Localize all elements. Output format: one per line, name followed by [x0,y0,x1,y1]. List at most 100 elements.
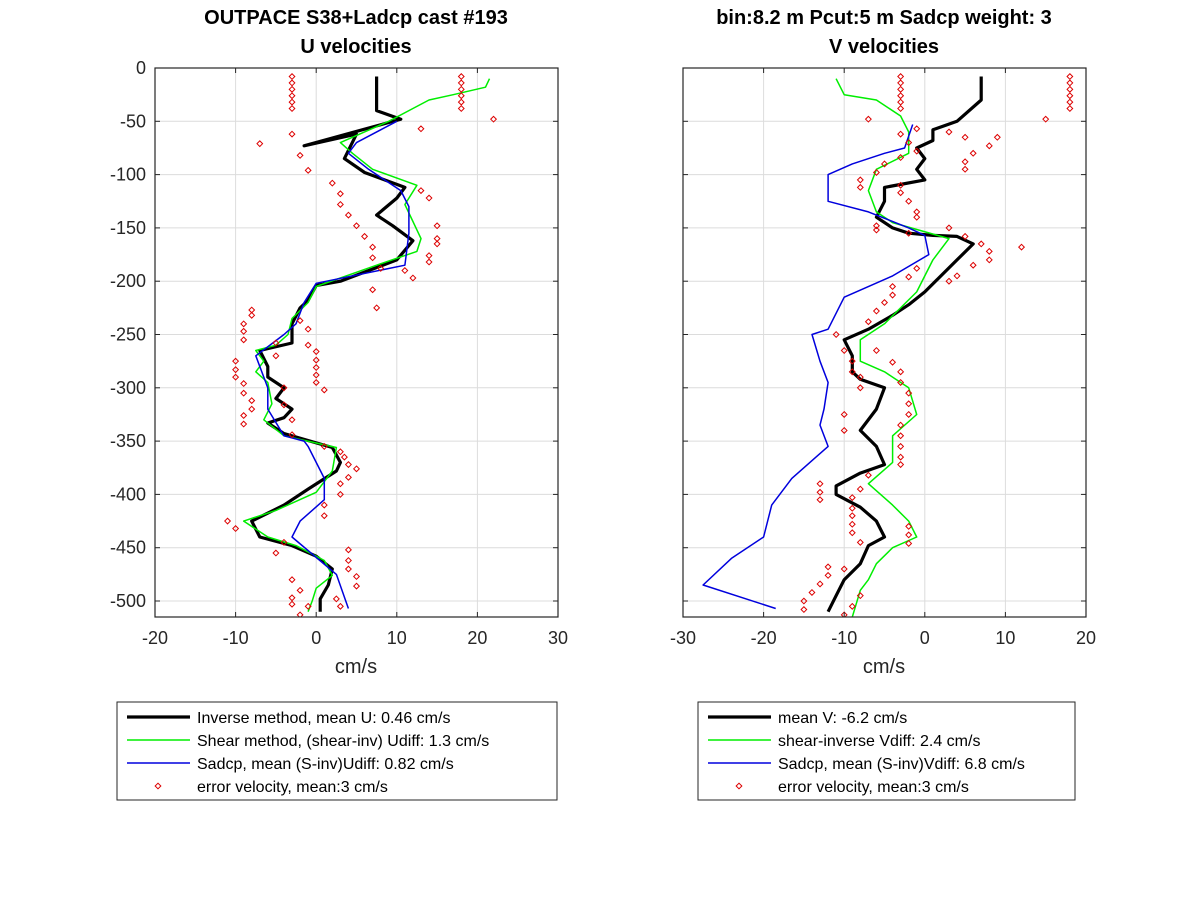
v-error-velocity-marker [1066,105,1074,113]
v-x-tick-label: -10 [831,628,857,648]
v-error-velocity-marker [840,410,848,418]
v-error-velocity-marker [864,318,872,326]
v-error-velocity-marker [889,291,897,299]
v-error-velocity-marker [897,73,905,81]
u-error-velocity-marker [232,373,240,381]
v-error-velocity-marker [913,147,921,155]
v-error-velocity-marker [913,125,921,133]
v-error-velocity-marker [816,496,824,504]
u-error-velocity-marker [248,311,256,319]
u-error-velocity-marker [409,274,417,282]
v-error-velocity-marker [832,330,840,339]
u-error-velocity-marker [248,397,256,405]
u-error-velocity-marker [240,320,248,328]
u-error-velocity-marker [288,130,296,138]
v-error-velocity-marker [1066,79,1074,87]
u-error-velocity-marker [417,187,425,195]
u-legend-swatch-error [154,782,162,790]
v-error-velocity-marker [985,247,993,255]
u-data-layer [224,73,498,617]
v-error-velocity-marker [1018,243,1026,251]
u-y-tick-label: -200 [110,271,146,291]
v-x-tick-label: -30 [670,628,696,648]
u-error-velocity-marker [240,389,248,397]
v-error-velocity-marker [905,531,913,539]
u-plot-background [155,68,558,617]
u-error-velocity-marker [240,336,248,344]
u-error-velocity-marker [401,267,409,275]
v-error-velocity-marker [897,368,905,376]
v-legend-swatch-error [735,782,743,790]
u-series-sadcp-line [255,120,410,609]
v-error-velocity-marker [848,512,856,520]
u-error-velocity-marker [304,341,312,349]
u-error-velocity-marker [457,98,465,106]
v-error-velocity-marker [945,277,953,285]
u-error-velocity-marker [240,420,248,428]
v-error-velocity-marker [872,168,880,176]
u-chart-title-line1: OUTPACE S38+Ladcp cast #193 [204,7,508,29]
u-error-velocity-marker [312,378,320,386]
u-error-velocity-marker [232,525,240,533]
u-error-velocity-marker [425,258,433,266]
u-x-tick-label: 10 [387,628,407,648]
v-error-velocity-marker [913,213,921,221]
v-error-velocity-marker [897,432,905,440]
v-error-velocity-marker [961,232,969,240]
u-error-velocity-marker [352,572,361,580]
u-error-velocity-marker [352,465,361,473]
u-error-velocity-marker [288,98,296,106]
v-series-shear-line [835,78,950,617]
v-error-velocity-marker [905,522,913,530]
u-y-tick-label: -350 [110,431,146,451]
u-error-velocity-marker [272,339,280,347]
u-error-velocity-marker [336,448,344,456]
v-data-layer [702,73,1074,617]
v-error-velocity-marker [816,488,824,496]
u-error-velocity-marker [457,79,465,87]
v-error-velocity-marker [856,592,864,600]
u-x-tick-label: 30 [548,628,568,648]
u-error-velocity-marker [344,565,352,573]
u-error-velocity-marker [457,105,465,113]
u-plot-area: -20 -10 0 10 20 300-50-100-150-200-250-300-35… [110,58,568,648]
v-error-velocity-marker [905,400,913,408]
v-error-velocity-marker [848,520,856,528]
u-error-velocity-marker [320,442,328,450]
u-error-velocity-marker [352,582,361,590]
u-y-tick-label: -250 [110,325,146,345]
u-error-velocity-marker [340,453,348,461]
v-error-velocity-marker [872,222,880,230]
v-legend-mean: mean V: -6.2 cm/s [778,710,907,727]
u-error-velocity-marker [296,151,304,159]
v-legend-shear: shear-inverse Vdiff: 2.4 cm/s [778,733,980,750]
v-error-velocity-marker [897,85,905,93]
u-error-velocity-marker [312,356,320,364]
v-error-velocity-marker [993,133,1001,141]
v-error-velocity-marker [905,410,913,418]
u-y-tick-label: -450 [110,538,146,558]
u-velocity-panel: OUTPACE S38+Ladcp cast #193 U velocities… [110,7,568,801]
v-error-velocity-marker [897,453,905,461]
v-error-velocity-marker [961,158,969,166]
u-legend-inverse: Inverse method, mean U: 0.46 cm/s [197,710,450,727]
u-legend: Inverse method, mean U: 0.46 cm/s Shear … [116,701,558,801]
u-error-velocity-marker [320,386,328,394]
v-axes-box [682,67,1087,618]
v-error-velocity-marker [840,426,848,434]
u-error-velocity-marker [425,252,433,260]
v-error-velocity-marker [1066,73,1074,81]
u-error-velocity-marker [272,352,280,360]
u-error-velocity-marker [288,576,296,584]
v-error-velocity-marker [913,264,921,272]
u-error-velocity-marker [373,304,381,312]
u-y-tick-label: -150 [110,218,146,238]
u-error-velocity-marker [304,602,312,610]
v-error-velocity-marker [808,588,816,596]
v-error-velocity-marker [985,142,993,150]
v-error-velocity-marker [977,240,985,248]
v-error-velocity-marker [872,307,880,315]
v-error-velocity-marker [897,79,905,87]
v-error-velocity-marker [897,442,905,450]
